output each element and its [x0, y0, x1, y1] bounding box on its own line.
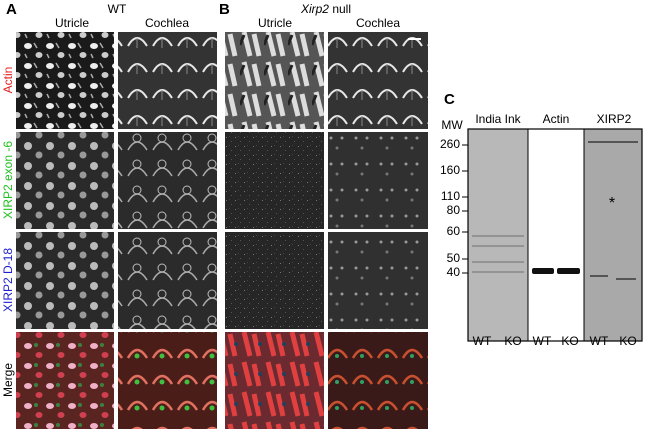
- title-rest: null: [332, 2, 351, 16]
- panel-title: WT: [108, 2, 127, 16]
- ink-bands: [472, 235, 524, 273]
- lane-header: India Ink: [475, 112, 521, 126]
- mw-marker: 110: [441, 189, 460, 203]
- micrograph: [225, 332, 324, 429]
- mw-marker: 80: [447, 203, 461, 217]
- blot-frame: [467, 128, 643, 342]
- mw-label: MW: [441, 118, 463, 132]
- sample-label: WT: [533, 334, 552, 348]
- sample-labels: WT KO WT KO WT KO: [473, 334, 637, 348]
- column-label: Utricle: [55, 16, 89, 30]
- row-label: Merge: [1, 363, 15, 397]
- micrograph: [118, 132, 217, 229]
- panel-label: A: [6, 1, 17, 18]
- actin-band: [532, 268, 554, 274]
- micrograph: [225, 32, 324, 129]
- sample-label: WT: [473, 334, 492, 348]
- row-label: Actin: [1, 67, 15, 94]
- micrographs: [16, 32, 428, 429]
- panel-label: C: [444, 91, 455, 108]
- micrograph: [328, 232, 428, 329]
- asterisk: *: [609, 195, 615, 212]
- blot-lane: [584, 129, 642, 341]
- mw-marker: 160: [440, 163, 460, 177]
- micrograph: [16, 232, 114, 329]
- micrograph: [225, 232, 324, 329]
- lane-header: Actin: [543, 112, 570, 126]
- micrograph: [16, 132, 114, 229]
- xirp2-bands: [588, 141, 638, 280]
- micrograph: [16, 32, 114, 129]
- mw-marker: 60: [447, 224, 461, 238]
- sample-label: KO: [561, 334, 578, 348]
- micrograph: [328, 132, 428, 229]
- mw-marker: 40: [447, 265, 461, 279]
- micrograph: [118, 232, 217, 329]
- column-label: Cochlea: [356, 16, 400, 30]
- micrograph: [16, 332, 114, 429]
- sample-label: KO: [504, 334, 521, 348]
- micrograph: [118, 32, 217, 129]
- sample-label: KO: [619, 334, 636, 348]
- lane-header: XIRP2: [597, 112, 632, 126]
- row-label: XIRP2 exon -6: [1, 141, 15, 219]
- blot: *: [467, 128, 643, 342]
- sample-label: WT: [590, 334, 609, 348]
- column-label: Utricle: [258, 16, 292, 30]
- micrograph: [225, 132, 324, 229]
- mw-marker: 260: [440, 137, 460, 151]
- micrograph: [118, 332, 217, 429]
- mw-marker: 50: [447, 251, 461, 265]
- blot-lane: [468, 129, 528, 341]
- micrograph: [328, 32, 428, 129]
- row-label: XIRP2 D-18: [1, 248, 15, 312]
- gene-name: Xirp2: [300, 2, 329, 16]
- column-label: Cochlea: [145, 16, 189, 30]
- micrograph: [328, 332, 428, 429]
- actin-band: [557, 268, 580, 274]
- blot-lane: [528, 129, 584, 341]
- panel-label: B: [219, 1, 230, 18]
- panel-title: Xirp2 null: [300, 2, 351, 16]
